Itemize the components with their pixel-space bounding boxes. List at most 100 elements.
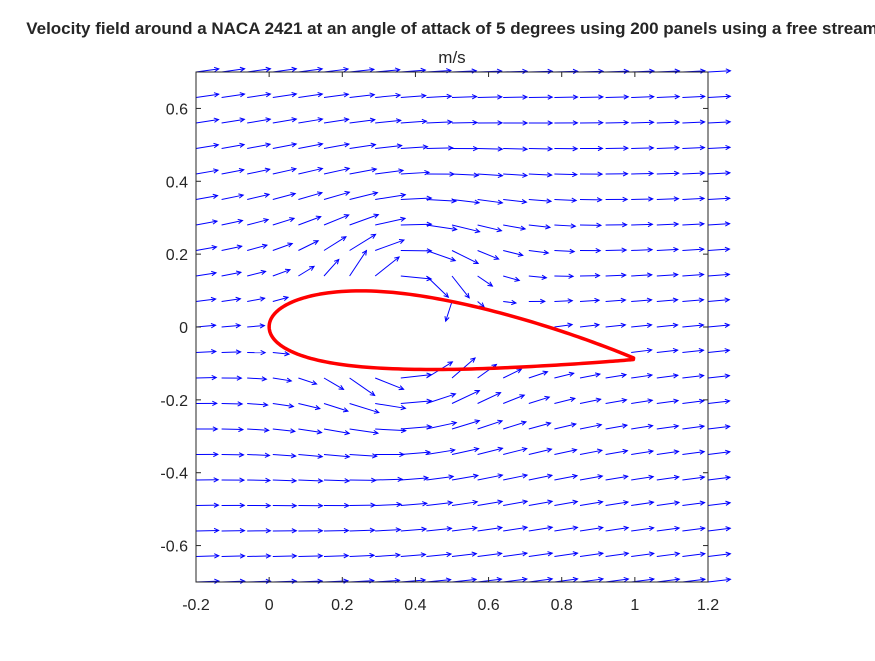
velocity-arrow <box>273 480 296 481</box>
velocity-arrow <box>247 556 270 557</box>
velocity-arrow <box>503 527 527 531</box>
velocity-arrow <box>350 251 367 276</box>
airfoil-layer <box>269 291 633 370</box>
velocity-arrow <box>350 555 374 556</box>
velocity-arrow <box>682 122 704 123</box>
velocity-arrow <box>375 257 399 276</box>
velocity-arrow <box>529 174 552 175</box>
velocity-arrow <box>350 234 376 250</box>
velocity-arrow <box>426 276 448 297</box>
velocity-arrow <box>708 249 730 250</box>
velocity-arrow <box>606 122 629 123</box>
velocity-arrow <box>298 217 320 225</box>
velocity-arrow <box>375 555 400 557</box>
velocity-arrow <box>426 96 451 97</box>
velocity-arrow <box>478 97 502 98</box>
velocity-arrow <box>426 225 456 230</box>
velocity-arrow <box>247 455 269 456</box>
velocity-arrow <box>452 276 469 298</box>
chart-title: Velocity field around a NACA 2421 at an … <box>26 19 875 38</box>
velocity-arrow <box>631 224 652 225</box>
velocity-arrow <box>426 251 455 261</box>
velocity-arrow <box>401 452 430 454</box>
velocity-arrow <box>554 225 575 226</box>
velocity-arrow <box>682 96 704 97</box>
x-tick-label: 0 <box>265 597 274 614</box>
velocity-arrow <box>324 119 349 123</box>
y-tick-label: 0.4 <box>166 174 188 191</box>
velocity-arrow <box>478 251 499 260</box>
velocity-arrow <box>298 266 314 276</box>
x-tick-label: 0.2 <box>331 597 353 614</box>
velocity-arrow <box>350 530 375 531</box>
velocity-arrow <box>657 275 678 276</box>
velocity-arrow <box>324 259 339 276</box>
velocity-arrow <box>478 276 493 286</box>
velocity-arrow <box>426 148 452 149</box>
velocity-arrow <box>426 122 451 123</box>
velocity-arrow <box>324 192 349 199</box>
velocity-arrow <box>375 378 403 389</box>
velocity-arrow <box>657 224 678 225</box>
velocity-arrow <box>426 394 455 404</box>
velocity-arrow <box>426 423 456 429</box>
velocity-arrow <box>478 174 503 176</box>
velocity-arrow <box>631 275 652 276</box>
velocity-arrow <box>324 480 349 481</box>
velocity-arrow <box>708 122 730 123</box>
velocity-arrow <box>478 393 501 404</box>
velocity-arrow <box>682 198 704 199</box>
airfoil-outline <box>269 291 633 370</box>
velocity-arrow <box>708 96 730 97</box>
y-tick-label: -0.2 <box>160 393 188 410</box>
velocity-arrow <box>657 249 678 250</box>
velocity-arrow <box>554 251 574 252</box>
velocity-arrow <box>452 421 479 429</box>
velocity-arrow <box>324 404 348 412</box>
velocity-arrow <box>631 199 653 200</box>
velocity-arrow <box>631 97 654 98</box>
velocity-arrow <box>554 301 572 302</box>
velocity-arrow <box>452 97 477 98</box>
y-tick-label: 0.6 <box>166 101 188 118</box>
velocity-arrow <box>708 224 730 225</box>
velocity-arrow <box>350 404 379 413</box>
y-tick-label: -0.6 <box>160 539 188 556</box>
velocity-arrow <box>503 174 527 176</box>
velocity-arrow <box>375 479 402 480</box>
velocity-arrow <box>298 480 322 481</box>
velocity-arrow <box>222 352 241 353</box>
velocity-arrow <box>682 249 703 250</box>
velocity-arrow <box>401 172 429 174</box>
velocity-arrow <box>657 97 679 98</box>
velocity-arrow <box>554 200 576 201</box>
velocity-arrow <box>298 556 322 557</box>
velocity-arrow <box>529 149 552 150</box>
x-tick-label: 1 <box>630 597 639 614</box>
velocity-arrow <box>273 455 296 457</box>
velocity-arrow <box>682 173 704 174</box>
velocity-arrow <box>222 556 245 557</box>
velocity-arrow <box>350 378 375 395</box>
velocity-arrow <box>350 429 378 433</box>
velocity-arrow <box>657 199 679 200</box>
velocity-arrow <box>375 404 405 409</box>
velocity-arrow <box>503 149 527 150</box>
velocity-arrow <box>554 174 576 175</box>
velocity-arrow <box>452 391 479 404</box>
velocity-arrow <box>247 378 266 379</box>
velocity-arrow <box>401 121 427 123</box>
velocity-arrow <box>247 480 270 481</box>
chart-subtitle: m/s <box>438 48 465 67</box>
velocity-arrow <box>375 218 405 225</box>
velocity-arrow <box>606 97 629 98</box>
velocity-arrow <box>222 404 243 405</box>
velocity-arrow <box>682 147 704 148</box>
velocity-arrows <box>196 67 730 583</box>
velocity-arrow <box>708 71 730 72</box>
velocity-arrow <box>222 429 243 430</box>
velocity-arrow <box>247 429 269 430</box>
velocity-arrow <box>298 241 318 251</box>
y-tick-label: 0.2 <box>166 247 188 264</box>
